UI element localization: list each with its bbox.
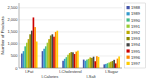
bar <box>105 64 107 68</box>
bar <box>86 60 88 68</box>
bar <box>50 36 52 69</box>
x-tick-label: l-Salt <box>87 74 97 79</box>
bar <box>56 31 58 68</box>
legend-swatch <box>127 6 130 9</box>
legend-label: 1997 <box>131 61 141 66</box>
bar <box>42 51 44 68</box>
bar <box>33 17 35 68</box>
bar <box>45 46 47 68</box>
bar <box>23 51 25 68</box>
bar <box>69 53 71 68</box>
bar <box>89 57 91 68</box>
bar <box>94 61 96 68</box>
bar <box>67 55 69 68</box>
legend-swatch <box>127 56 130 59</box>
bar <box>66 57 68 68</box>
legend-swatch <box>127 37 130 40</box>
x-ticks: l-Fat l-Caloriesl-Cholesterol l-Salt l-Suga… <box>25 69 119 79</box>
bar <box>34 27 36 68</box>
legend-label: 1995 <box>131 49 141 54</box>
bar <box>36 42 38 68</box>
legend-label: 1988 <box>131 5 141 10</box>
grid-line <box>19 19 122 20</box>
legend-swatch <box>127 18 130 21</box>
bar <box>98 57 100 68</box>
y-tick-label: 2,500 <box>7 5 18 10</box>
bar <box>29 34 31 68</box>
y-tick-label: 1,500 <box>7 29 18 34</box>
legend-label: 1989 <box>131 11 141 16</box>
y-axis-line <box>19 3 20 68</box>
chart: 05001,0001,5002,0002,500l-Fatl-Caloriesl… <box>0 0 147 80</box>
bar <box>43 49 45 68</box>
legend-label: 1991 <box>131 24 141 29</box>
grid-line <box>19 7 122 8</box>
y-tick-label: 1,000 <box>7 41 18 46</box>
bar <box>74 54 76 68</box>
bar <box>112 61 114 68</box>
x-tick-label: l-Fat <box>25 69 34 74</box>
legend-swatch <box>127 12 130 15</box>
bar <box>62 61 64 68</box>
legend-swatch <box>127 25 130 28</box>
bar <box>107 63 109 68</box>
bar <box>91 58 93 68</box>
bar <box>77 51 79 68</box>
bar <box>88 59 90 68</box>
bar <box>21 54 23 68</box>
bar <box>75 52 77 68</box>
y-tick-label: 0 <box>15 66 18 71</box>
x-tick-label: l-Calories <box>41 74 58 79</box>
bar <box>71 52 73 68</box>
bar <box>96 56 98 68</box>
legend-label: 1990 <box>131 18 141 23</box>
bar <box>113 60 115 68</box>
bar <box>72 52 74 68</box>
bar <box>110 62 112 68</box>
bar <box>52 34 54 68</box>
legend-label: 1996 <box>131 55 141 60</box>
y-tick-label: 2,000 <box>7 17 18 22</box>
y-axis-label: Number of Products <box>0 16 5 54</box>
bar <box>85 61 87 68</box>
bar <box>115 63 117 68</box>
legend-label: 1994 <box>131 42 141 47</box>
bar <box>48 39 50 68</box>
grid <box>19 8 122 68</box>
bars <box>21 17 120 68</box>
y-ticks: 0 500 1,000 1,500 2,000 2,500 <box>7 5 18 70</box>
legend-label: 1993 <box>131 36 141 41</box>
bar <box>24 46 26 68</box>
bar <box>31 31 33 68</box>
legend-frame <box>125 3 146 68</box>
legend-label: 1992 <box>131 30 141 35</box>
legend-swatch <box>127 62 130 65</box>
x-tick-label: l-Cholesterol <box>59 69 82 74</box>
bar <box>55 32 57 68</box>
bar <box>83 60 85 68</box>
legend: 19881989 19901991199219931994 199519961997 <box>125 3 146 68</box>
bar <box>108 62 110 68</box>
bar <box>53 37 55 68</box>
bar <box>117 59 119 68</box>
legend-swatch <box>127 49 130 52</box>
bar <box>64 59 66 68</box>
legend-swatch <box>127 43 130 46</box>
x-tick-label: l-Sugar <box>105 69 119 74</box>
bar <box>47 43 49 68</box>
y-tick-label: 500 <box>11 53 18 58</box>
bar <box>93 57 95 68</box>
bar <box>26 43 28 68</box>
legend-swatch <box>127 31 130 34</box>
bar <box>103 64 105 68</box>
bar <box>28 39 30 68</box>
bar <box>118 56 120 68</box>
